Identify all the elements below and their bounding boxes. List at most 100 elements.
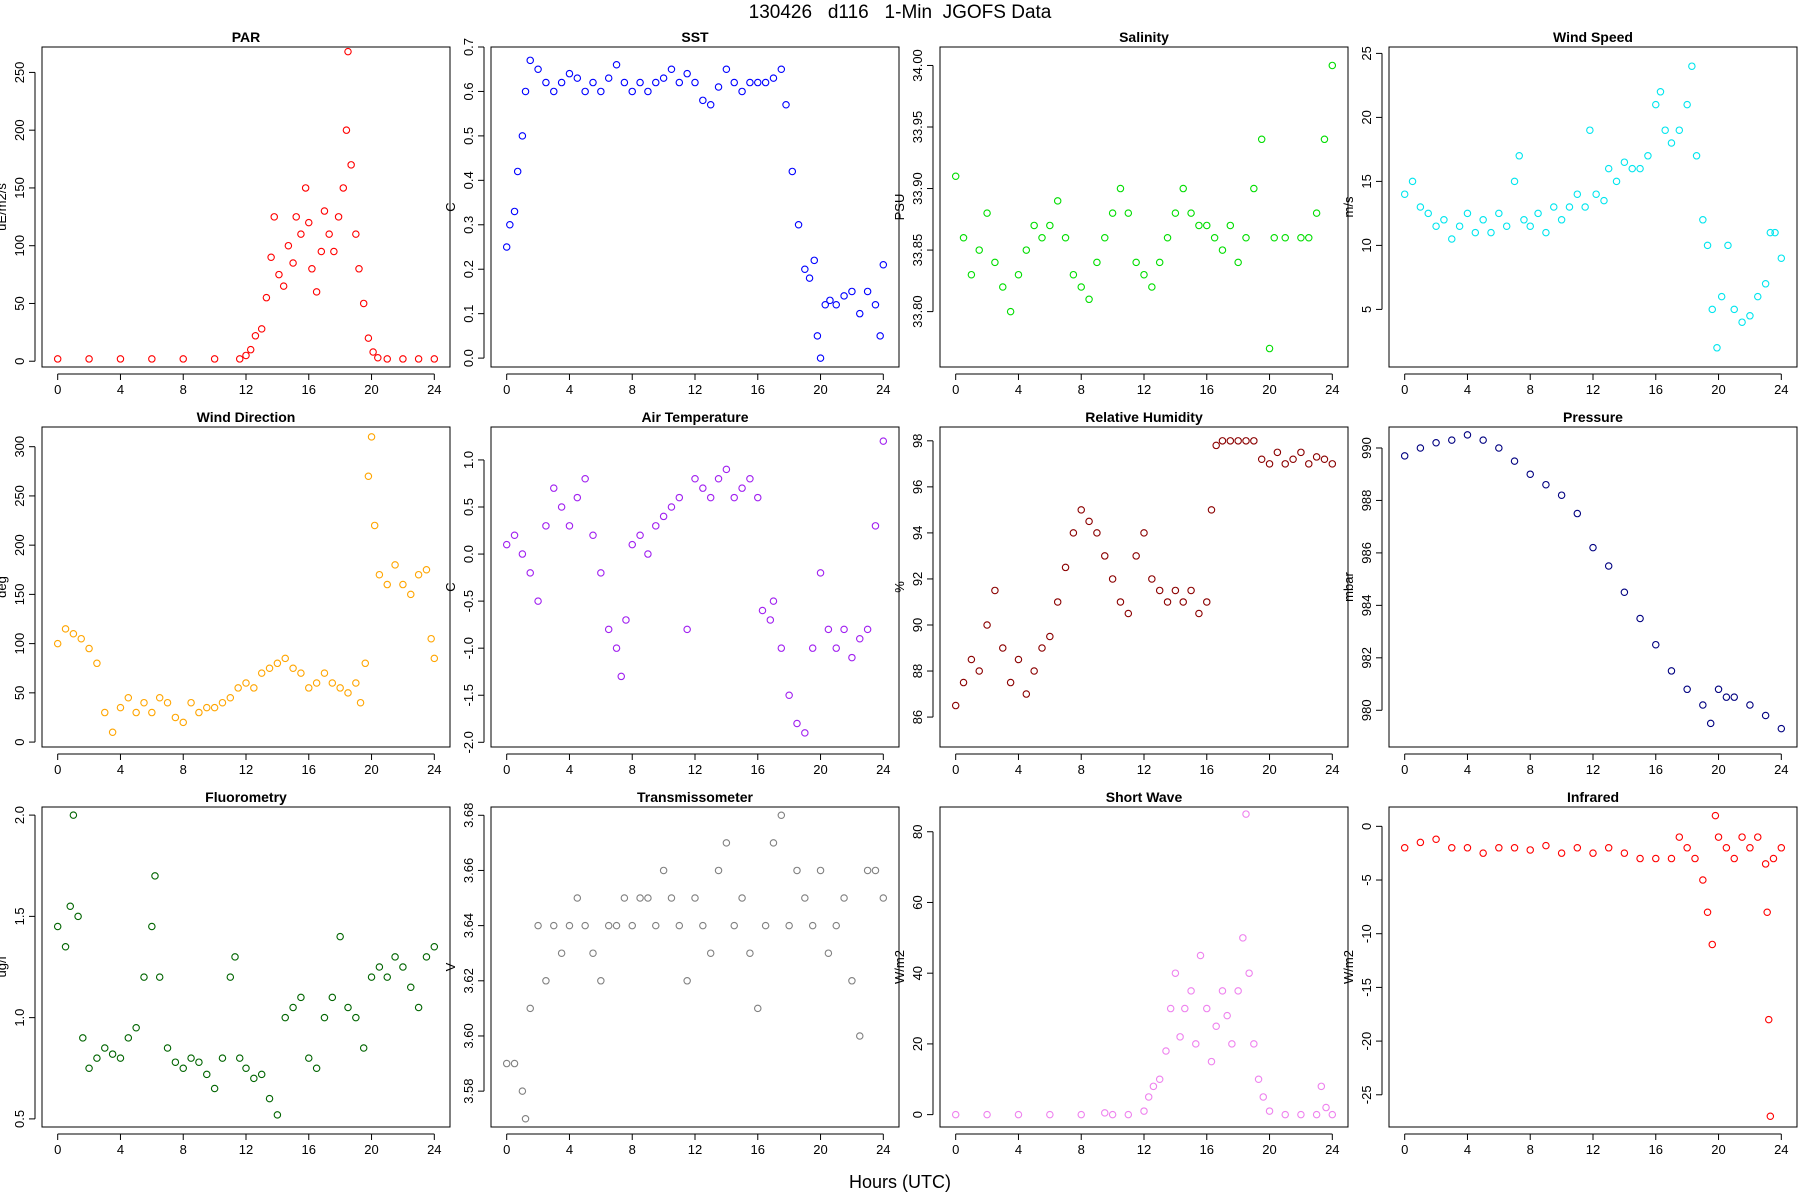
- data-point: [1265, 1107, 1274, 1115]
- data-point: [1328, 61, 1337, 70]
- data-point: [1242, 437, 1250, 445]
- x-tick-label: 12: [688, 1142, 702, 1157]
- data-point: [79, 1034, 87, 1042]
- data-point: [1667, 667, 1676, 675]
- data-point: [1163, 234, 1172, 242]
- data-point: [1140, 1107, 1148, 1115]
- data-point: [542, 78, 550, 87]
- data-point: [1730, 305, 1738, 314]
- y-tick-label: 98: [910, 434, 925, 448]
- data-point: [581, 921, 589, 930]
- x-tick-label: 0: [1401, 382, 1408, 397]
- x-tick-label: 8: [629, 762, 636, 777]
- y-tick-label: 0.0: [461, 349, 476, 367]
- data-point: [289, 1003, 297, 1012]
- data-point: [1711, 811, 1720, 820]
- data-point: [1495, 444, 1503, 452]
- x-tick-label: 0: [54, 382, 61, 397]
- data-point: [1030, 667, 1038, 675]
- y-tick-label: -25: [1359, 1085, 1374, 1104]
- data-point: [1207, 506, 1216, 514]
- data-point: [187, 1054, 195, 1062]
- data-point: [769, 839, 778, 847]
- data-point: [273, 659, 282, 668]
- data-point: [1297, 448, 1305, 457]
- data-point: [1416, 444, 1425, 452]
- data-point: [628, 921, 636, 930]
- data-point: [1495, 209, 1503, 218]
- data-point: [427, 634, 435, 643]
- data-point: [85, 644, 93, 653]
- y-tick-label: 60: [910, 895, 925, 909]
- x-tick-label: 24: [876, 762, 890, 777]
- data-point: [1766, 1112, 1775, 1121]
- data-point: [526, 569, 534, 577]
- data-point: [1328, 1110, 1337, 1119]
- data-point: [179, 718, 187, 727]
- data-point: [730, 493, 738, 502]
- data-point: [1101, 1109, 1109, 1117]
- series-points: [951, 810, 1337, 1119]
- data-point: [148, 355, 156, 363]
- x-tick-label: 16: [1649, 382, 1663, 397]
- data-point: [991, 586, 999, 595]
- data-point: [612, 921, 621, 930]
- y-tick-label: -15: [1359, 978, 1374, 997]
- data-point: [675, 78, 684, 87]
- data-point: [1297, 1110, 1305, 1119]
- data-point: [257, 325, 266, 333]
- data-point: [355, 265, 363, 273]
- panel-air-temperature: Air Temperature C 0 4 8 12 16 20 24 -2.0 -1.5 -1.0 -…: [443, 409, 900, 777]
- y-tick-label: 33.95: [910, 111, 925, 144]
- data-point: [863, 287, 872, 296]
- x-tick-label: 24: [1325, 382, 1339, 397]
- x-tick-label: 8: [180, 1142, 187, 1157]
- panel-title: Fluorometry: [205, 789, 287, 805]
- data-point: [61, 942, 70, 951]
- data-point: [706, 101, 715, 109]
- y-tick-label: 0: [1359, 823, 1374, 830]
- data-point: [1210, 234, 1219, 242]
- data-point: [1149, 1082, 1158, 1091]
- data-point: [879, 437, 888, 445]
- y-tick-label: 50: [12, 686, 27, 700]
- data-point: [1223, 1011, 1231, 1020]
- data-point: [1148, 283, 1156, 291]
- x-tick-label: 8: [180, 382, 187, 397]
- data-point: [1234, 258, 1242, 267]
- data-point: [597, 977, 605, 985]
- y-axis-label: ug/l: [0, 956, 9, 977]
- x-tick-label: 20: [1262, 762, 1276, 777]
- data-point: [1203, 221, 1211, 230]
- data-point: [975, 667, 983, 675]
- x-tick-label: 0: [503, 382, 510, 397]
- data-point: [785, 691, 793, 699]
- data-point: [1181, 1004, 1189, 1013]
- data-point: [573, 894, 582, 902]
- data-point: [108, 728, 117, 736]
- data-point: [430, 942, 439, 951]
- data-point: [1116, 184, 1125, 193]
- data-point: [534, 597, 542, 605]
- data-point: [1636, 164, 1644, 173]
- panel-title: Wind Direction: [197, 409, 296, 425]
- x-tick-label: 0: [952, 762, 959, 777]
- data-point: [589, 78, 597, 87]
- data-point: [1656, 88, 1665, 96]
- y-tick-label: 86: [910, 710, 925, 724]
- data-point: [66, 902, 74, 910]
- data-point: [675, 921, 684, 930]
- data-point: [589, 949, 597, 957]
- x-tick-label: 4: [566, 762, 573, 777]
- data-point: [683, 625, 691, 634]
- x-tick-label: 8: [1078, 762, 1085, 777]
- data-point: [69, 630, 78, 638]
- data-point: [589, 531, 597, 539]
- data-point: [1061, 234, 1070, 242]
- data-point: [250, 684, 258, 692]
- data-point: [1162, 1047, 1170, 1055]
- data-point: [399, 355, 407, 363]
- panel-relative-humidity: Relative Humidity% 0 4 8 12 16 20 24 86 88 90 92 94 9…: [892, 409, 1349, 777]
- data-point: [565, 522, 574, 530]
- data-point: [1557, 216, 1566, 224]
